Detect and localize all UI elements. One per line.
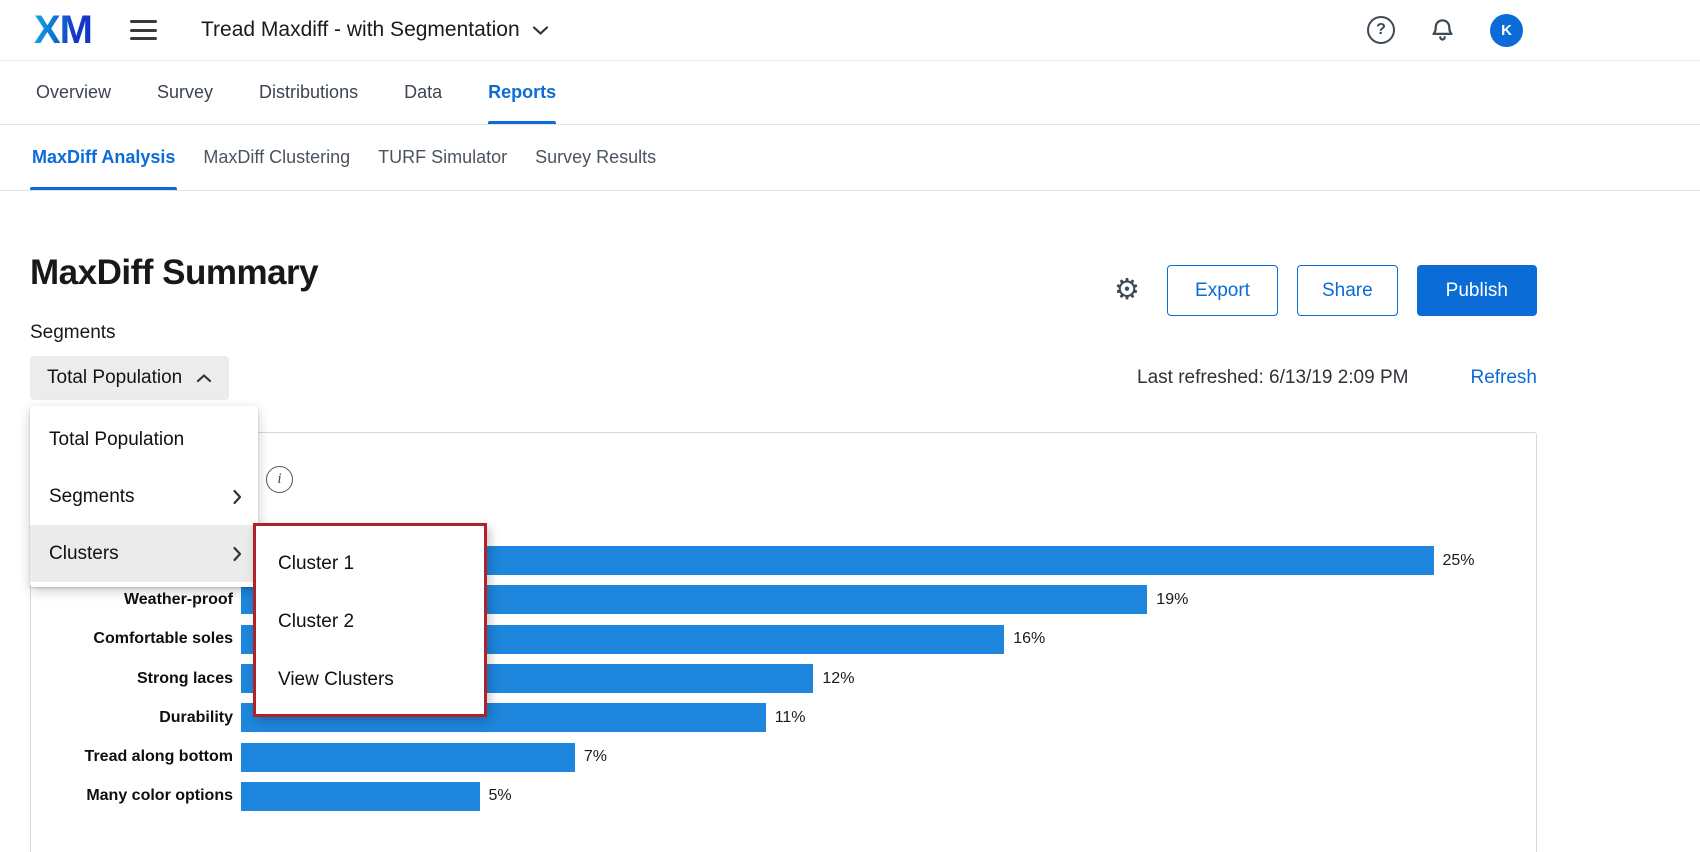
chart-category-label: Durability	[159, 708, 233, 726]
reports-subnav: MaxDiff Analysis MaxDiff Clustering TURF…	[0, 125, 1700, 191]
menu-item-cluster-1[interactable]: Cluster 1	[278, 553, 355, 574]
segment-selector-value: Total Population	[47, 367, 183, 388]
share-button[interactable]: Share	[1296, 265, 1398, 316]
notifications-bell-icon[interactable]	[1429, 17, 1456, 44]
tab-survey[interactable]: Survey	[157, 61, 213, 124]
hamburger-menu-icon[interactable]	[130, 20, 157, 40]
bar-value-label: 19%	[1156, 590, 1189, 608]
bar-value-label: 11%	[774, 708, 806, 726]
menu-item-total-population[interactable]: Total Population	[49, 428, 185, 450]
chart-row: Durability 11%	[32, 698, 1535, 737]
subtab-survey-results[interactable]: Survey Results	[533, 125, 658, 190]
avatar[interactable]: K	[1490, 13, 1523, 47]
chart-row: Tread along bottom 7%	[32, 737, 1535, 776]
chevron-down-icon	[532, 25, 548, 35]
chevron-right-icon	[233, 546, 242, 561]
menu-item-clusters[interactable]: Clusters	[30, 525, 258, 582]
clusters-submenu: Cluster 1 Cluster 2 View Clusters	[253, 523, 487, 717]
subtab-maxdiff-clustering[interactable]: MaxDiff Clustering	[201, 125, 352, 190]
bar-value-label: 5%	[488, 787, 512, 805]
tab-overview[interactable]: Overview	[36, 61, 111, 124]
primary-nav: Overview Survey Distributions Data Repor…	[0, 61, 1700, 125]
segments-label: Segments	[30, 322, 116, 343]
help-icon[interactable]: ?	[1367, 16, 1395, 44]
subtab-maxdiff-analysis[interactable]: MaxDiff Analysis	[30, 125, 178, 190]
top-bar-right: ? K	[1367, 13, 1523, 47]
tab-reports[interactable]: Reports	[488, 61, 557, 124]
last-refreshed-text: Last refreshed: 6/13/19 2:09 PM	[1137, 367, 1409, 388]
chevron-up-icon	[197, 374, 212, 383]
bar-value-label: 25%	[1442, 551, 1475, 569]
page-title: MaxDiff Summary	[30, 253, 319, 292]
chart-category-label: Many color options	[86, 787, 233, 805]
project-title-dropdown[interactable]: Tread Maxdiff - with Segmentation	[201, 18, 549, 42]
segment-dropdown-menu: Total Population Segments Clusters	[30, 406, 258, 587]
bar	[241, 742, 575, 772]
chart-category-label: Comfortable soles	[93, 630, 233, 648]
chart-category-label: Weather-proof	[123, 590, 233, 608]
publish-button[interactable]: Publish	[1416, 265, 1537, 316]
bar-value-label: 12%	[822, 669, 855, 687]
chart-category-label: Tread along bottom	[84, 748, 233, 766]
info-icon[interactable]: i	[266, 466, 293, 493]
gear-icon[interactable]: ⚙	[1114, 274, 1141, 306]
chart-category-label: Strong laces	[136, 669, 233, 687]
subtab-turf-simulator[interactable]: TURF Simulator	[376, 125, 509, 190]
bar-value-label: 7%	[583, 748, 608, 766]
segment-selector[interactable]: Total Population	[30, 356, 230, 400]
export-button[interactable]: Export	[1167, 265, 1278, 316]
tab-data[interactable]: Data	[404, 61, 442, 124]
tab-distributions[interactable]: Distributions	[259, 61, 358, 124]
xm-logo: XM	[34, 7, 93, 52]
chart-row: Many color options 5%	[32, 777, 1535, 816]
menu-item-segments[interactable]: Segments	[30, 468, 258, 525]
bar-value-label: 16%	[1013, 630, 1046, 648]
refresh-link[interactable]: Refresh	[1470, 367, 1537, 388]
top-bar: XM Tread Maxdiff - with Segmentation ? K	[0, 0, 1700, 61]
project-title: Tread Maxdiff - with Segmentation	[201, 18, 520, 41]
page-actions: ⚙ Export Share Publish	[1114, 265, 1537, 316]
menu-item-cluster-2[interactable]: Cluster 2	[278, 611, 355, 632]
bar	[241, 781, 480, 811]
menu-item-view-clusters[interactable]: View Clusters	[278, 669, 394, 690]
chevron-right-icon	[233, 489, 242, 504]
